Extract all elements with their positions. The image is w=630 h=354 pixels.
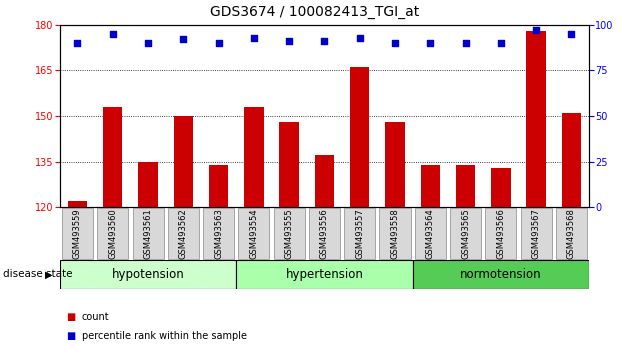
Text: disease state: disease state <box>3 269 72 279</box>
FancyBboxPatch shape <box>485 208 517 259</box>
Bar <box>244 107 263 207</box>
FancyBboxPatch shape <box>415 208 446 259</box>
FancyBboxPatch shape <box>520 208 552 259</box>
Point <box>178 36 188 42</box>
FancyBboxPatch shape <box>309 208 340 259</box>
Bar <box>209 165 228 207</box>
FancyBboxPatch shape <box>132 208 164 259</box>
Bar <box>68 201 87 207</box>
FancyBboxPatch shape <box>60 260 236 289</box>
Point <box>319 38 329 44</box>
Point <box>355 35 365 40</box>
Point <box>143 40 153 46</box>
Bar <box>350 67 369 207</box>
Point <box>425 40 435 46</box>
Bar <box>386 122 404 207</box>
Point <box>108 31 118 37</box>
Text: GSM493555: GSM493555 <box>285 208 294 259</box>
FancyBboxPatch shape <box>344 208 375 259</box>
Text: GSM493561: GSM493561 <box>144 208 152 259</box>
Bar <box>280 122 299 207</box>
FancyBboxPatch shape <box>203 208 234 259</box>
Bar <box>421 165 440 207</box>
Text: ▶: ▶ <box>45 269 52 279</box>
Text: count: count <box>82 312 110 322</box>
Point <box>72 40 83 46</box>
Bar <box>456 165 475 207</box>
Text: ■: ■ <box>66 312 76 322</box>
Point <box>284 38 294 44</box>
Bar <box>103 107 122 207</box>
FancyBboxPatch shape <box>238 208 270 259</box>
Text: GSM493564: GSM493564 <box>426 208 435 259</box>
FancyBboxPatch shape <box>168 208 199 259</box>
FancyBboxPatch shape <box>556 208 587 259</box>
Text: GSM493562: GSM493562 <box>179 208 188 259</box>
Text: normotension: normotension <box>460 268 542 281</box>
Text: GSM493568: GSM493568 <box>567 208 576 259</box>
Text: hypotension: hypotension <box>112 268 185 281</box>
Text: hypertension: hypertension <box>285 268 364 281</box>
FancyBboxPatch shape <box>62 208 93 259</box>
Text: GSM493554: GSM493554 <box>249 208 258 259</box>
Text: GSM493558: GSM493558 <box>391 208 399 259</box>
Point <box>496 40 506 46</box>
Text: GSM493559: GSM493559 <box>73 208 82 259</box>
Bar <box>562 113 581 207</box>
Text: GSM493567: GSM493567 <box>532 208 541 259</box>
Bar <box>491 167 510 207</box>
Bar <box>174 116 193 207</box>
Point <box>390 40 400 46</box>
Point <box>566 31 576 37</box>
Bar <box>315 155 334 207</box>
Bar <box>527 31 546 207</box>
Text: GSM493556: GSM493556 <box>320 208 329 259</box>
FancyBboxPatch shape <box>413 260 589 289</box>
FancyBboxPatch shape <box>97 208 129 259</box>
FancyBboxPatch shape <box>379 208 411 259</box>
FancyBboxPatch shape <box>450 208 481 259</box>
Text: ■: ■ <box>66 331 76 341</box>
Point <box>531 27 541 33</box>
Point <box>214 40 224 46</box>
Text: GSM493563: GSM493563 <box>214 208 223 259</box>
Text: GSM493557: GSM493557 <box>355 208 364 259</box>
FancyBboxPatch shape <box>273 208 305 259</box>
Point <box>461 40 471 46</box>
Text: GSM493566: GSM493566 <box>496 208 505 259</box>
FancyBboxPatch shape <box>236 260 413 289</box>
Bar <box>139 161 158 207</box>
Text: GSM493560: GSM493560 <box>108 208 117 259</box>
Text: GDS3674 / 100082413_TGI_at: GDS3674 / 100082413_TGI_at <box>210 5 420 19</box>
Text: percentile rank within the sample: percentile rank within the sample <box>82 331 247 341</box>
Point <box>249 35 259 40</box>
Text: GSM493565: GSM493565 <box>461 208 470 259</box>
